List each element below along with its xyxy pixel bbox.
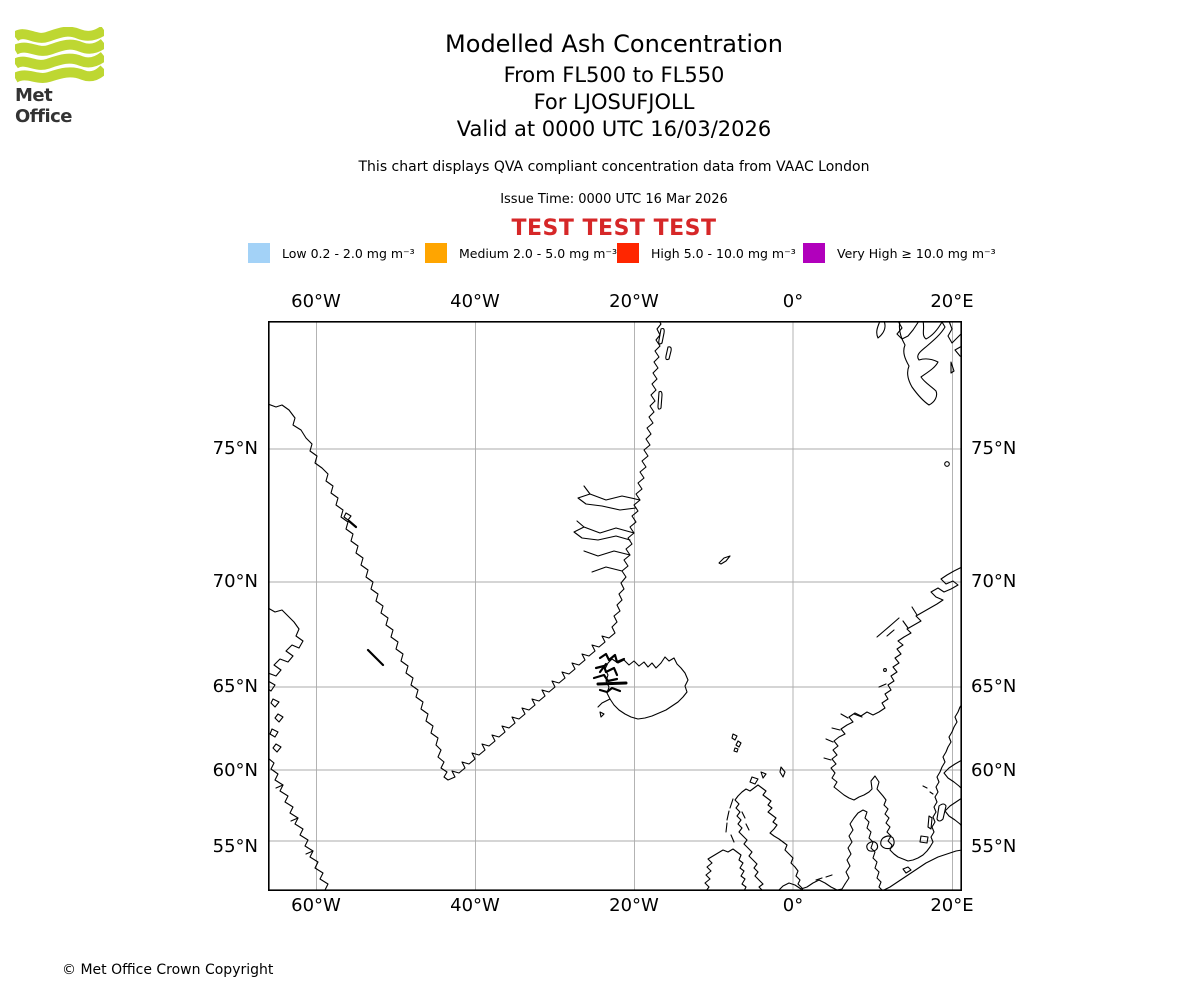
legend-swatch-high xyxy=(617,243,639,263)
page-title: Modelled Ash Concentration xyxy=(445,30,783,58)
y-tick-left-70n: 70°N xyxy=(212,571,258,592)
y-tick-left-55n: 55°N xyxy=(212,836,258,857)
legend-item-medium: Medium 2.0 - 5.0 mg m⁻³ xyxy=(425,242,617,264)
x-tick-bottom-40w: 40°W xyxy=(450,895,500,916)
x-tick-top-60w: 60°W xyxy=(291,291,341,312)
x-tick-bottom-60w: 60°W xyxy=(291,895,341,916)
legend-item-high: High 5.0 - 10.0 mg m⁻³ xyxy=(617,242,796,264)
legend-label-low: Low 0.2 - 2.0 mg m⁻³ xyxy=(282,245,415,261)
brand-name: Met Office xyxy=(15,85,73,127)
x-tick-bottom-20e: 20°E xyxy=(930,895,974,916)
legend-swatch-medium xyxy=(425,243,447,263)
x-tick-top-20w: 20°W xyxy=(609,291,659,312)
legend-swatch-very-high xyxy=(803,243,825,263)
subtitle-valid-time: Valid at 0000 UTC 16/03/2026 xyxy=(456,117,772,141)
y-tick-right-75n: 75°N xyxy=(971,438,1017,459)
legend-label-medium: Medium 2.0 - 5.0 mg m⁻³ xyxy=(459,245,618,261)
iceland-westfjords xyxy=(592,652,628,694)
x-tick-top-40w: 40°W xyxy=(450,291,500,312)
x-tick-bottom-0: 0° xyxy=(782,895,804,916)
legend-swatch-low xyxy=(248,243,270,263)
y-tick-right-65n: 65°N xyxy=(971,676,1017,697)
x-tick-top-20e: 20°E xyxy=(930,291,974,312)
subtitle-volcano: For LJOSUFJOLL xyxy=(533,90,695,114)
y-tick-left-65n: 65°N xyxy=(212,676,258,697)
legend-item-very-high: Very High ≥ 10.0 mg m⁻³ xyxy=(803,242,996,264)
legend-item-low: Low 0.2 - 2.0 mg m⁻³ xyxy=(248,242,415,264)
copyright-notice: © Met Office Crown Copyright xyxy=(62,962,274,978)
issue-time: Issue Time: 0000 UTC 16 Mar 2026 xyxy=(500,192,728,207)
coastlines xyxy=(268,321,962,891)
subtitle-flight-levels: From FL500 to FL550 xyxy=(503,63,725,87)
x-tick-bottom-20w: 20°W xyxy=(609,895,659,916)
map-frame xyxy=(268,321,962,891)
y-tick-right-60n: 60°N xyxy=(971,760,1017,781)
y-tick-left-75n: 75°N xyxy=(212,438,258,459)
legend-label-very-high: Very High ≥ 10.0 mg m⁻³ xyxy=(837,245,996,261)
map-plot xyxy=(268,321,962,891)
legend-label-high: High 5.0 - 10.0 mg m⁻³ xyxy=(651,245,796,261)
x-tick-top-0: 0° xyxy=(782,291,804,312)
test-banner: TEST TEST TEST xyxy=(511,216,717,241)
qva-disclaimer: This chart displays QVA compliant concen… xyxy=(358,159,870,175)
y-tick-right-55n: 55°N xyxy=(971,836,1017,857)
logo-waves-icon xyxy=(15,27,104,83)
graticule-grid xyxy=(268,321,962,891)
met-office-logo: Met Office xyxy=(15,27,110,127)
y-tick-right-70n: 70°N xyxy=(971,571,1017,592)
y-tick-left-60n: 60°N xyxy=(212,760,258,781)
